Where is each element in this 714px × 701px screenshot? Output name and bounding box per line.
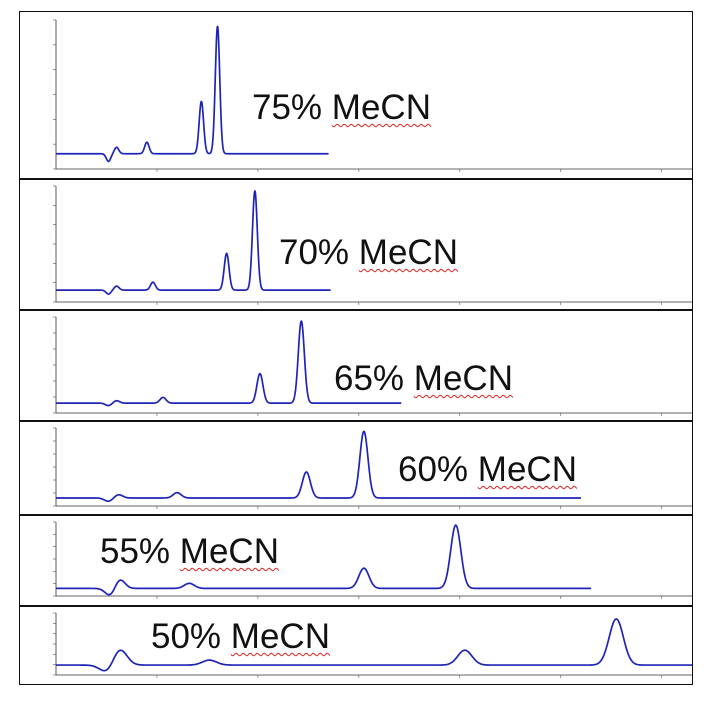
chromatogram-panel-0: 75% MeCN bbox=[19, 11, 693, 179]
chromatogram-trace bbox=[55, 430, 582, 503]
chromatogram-panel-1: 70% MeCN bbox=[19, 179, 693, 310]
label-percent: 60% bbox=[398, 450, 469, 489]
chromatogram-plot bbox=[53, 521, 692, 599]
label-percent: 65% bbox=[334, 359, 405, 398]
chromatogram-label: 55% MeCN bbox=[100, 534, 279, 569]
chromatogram-plot bbox=[53, 19, 692, 172]
chromatogram-trace bbox=[55, 190, 332, 295]
chromatogram-plot bbox=[53, 316, 692, 416]
label-solvent: MeCN bbox=[358, 233, 458, 272]
chromatogram-trace bbox=[55, 618, 693, 672]
label-percent: 75% bbox=[252, 88, 323, 127]
label-solvent: MeCN bbox=[477, 450, 577, 489]
label-percent: 70% bbox=[279, 233, 350, 272]
chromatogram-panel-4: 55% MeCN bbox=[19, 515, 693, 606]
label-solvent: MeCN bbox=[331, 88, 431, 127]
chromatogram-label: 65% MeCN bbox=[334, 361, 513, 396]
chromatogram-trace bbox=[55, 320, 402, 407]
label-solvent: MeCN bbox=[230, 617, 330, 656]
chromatogram-plot bbox=[53, 612, 693, 678]
chromatogram-panel-5: 50% MeCN bbox=[19, 606, 693, 685]
chromatogram-plot bbox=[53, 185, 692, 305]
chromatogram-trace bbox=[55, 524, 592, 596]
label-percent: 50% bbox=[151, 617, 222, 656]
label-solvent: MeCN bbox=[179, 532, 279, 571]
chromatogram-label: 75% MeCN bbox=[252, 90, 431, 125]
label-solvent: MeCN bbox=[413, 359, 513, 398]
chromatogram-label: 60% MeCN bbox=[398, 452, 577, 487]
chromatogram-plot bbox=[53, 427, 692, 509]
chromatogram-panel-3: 60% MeCN bbox=[19, 421, 693, 515]
label-percent: 55% bbox=[100, 532, 171, 571]
chromatogram-trace bbox=[55, 25, 330, 163]
chromatogram-label: 70% MeCN bbox=[279, 235, 458, 270]
chromatogram-panel-2: 65% MeCN bbox=[19, 310, 693, 421]
chromatogram-label: 50% MeCN bbox=[151, 619, 330, 654]
